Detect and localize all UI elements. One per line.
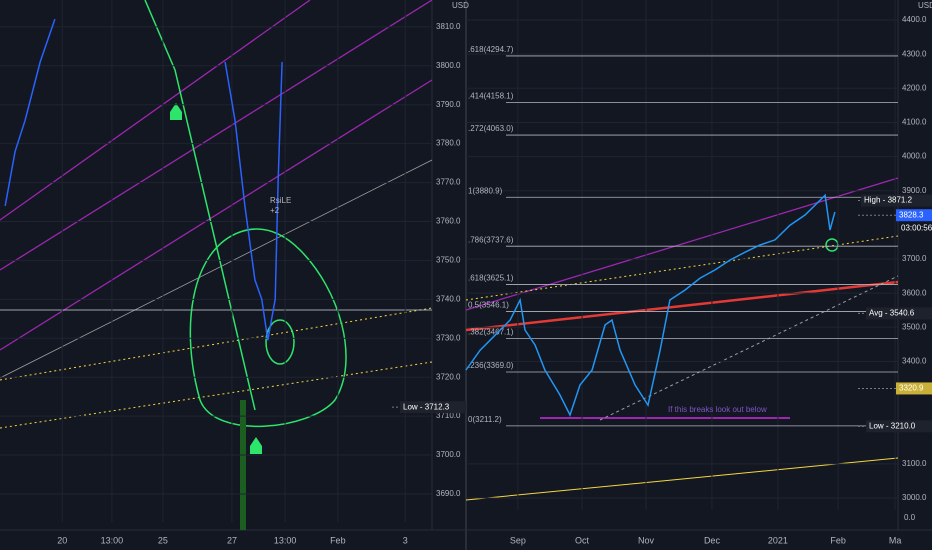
annotation: If this breaks look out below xyxy=(668,405,767,414)
y-tick-label: 3700.0 xyxy=(902,254,927,263)
y-tick-label: 3000.0 xyxy=(902,493,927,502)
circle-drawing xyxy=(265,319,295,365)
y-tick-label: 4100.0 xyxy=(902,118,927,127)
price-line xyxy=(465,193,836,417)
axis-unit: USD xyxy=(918,1,932,10)
fib-label: .272(4063.0) xyxy=(468,124,514,133)
price-label: High - 3871.2 xyxy=(864,196,913,205)
x-tick-label: 13:00 xyxy=(274,535,297,545)
x-tick-label: Nov xyxy=(638,535,655,545)
trend-line xyxy=(0,159,433,379)
y-tick-label: 3760.0 xyxy=(436,217,461,226)
y-tick-label: 3900.0 xyxy=(902,186,927,195)
y-tick-label: 3810.0 xyxy=(436,22,461,31)
x-tick-label: 3 xyxy=(403,535,408,545)
y-tick-label: 3750.0 xyxy=(436,256,461,265)
countdown: 03:00:56 xyxy=(901,223,932,232)
price-label: 3828.3 xyxy=(899,210,924,219)
y-tick-label: 3500.0 xyxy=(902,322,927,331)
y-tick-label: 3400.0 xyxy=(902,357,927,366)
fib-label: .618(4294.7) xyxy=(468,45,514,54)
x-tick-label: Ma xyxy=(889,535,902,545)
annotation: RsiLE xyxy=(270,196,291,205)
y-tick-label: 3780.0 xyxy=(436,139,461,148)
price-label: Low - 3712.3 xyxy=(403,402,450,411)
highlight-bar xyxy=(240,400,246,530)
circle-drawing xyxy=(189,228,347,427)
y-tick-label: 3740.0 xyxy=(436,294,461,303)
trend-line xyxy=(465,457,899,501)
trend-line xyxy=(0,79,433,351)
fib-label: .382(3467.1) xyxy=(468,328,514,337)
y-tick-label: 3730.0 xyxy=(436,333,461,342)
x-tick-label: 13:00 xyxy=(101,535,124,545)
x-tick-label: 20 xyxy=(57,535,67,545)
fib-label: .414(4158.1) xyxy=(468,92,514,101)
axis-unit: USD xyxy=(452,1,469,10)
annotation: +2 xyxy=(270,206,280,215)
fib-label: 1(3880.9) xyxy=(468,186,503,195)
fib-label: 0(3211.2) xyxy=(468,415,502,424)
trend-line xyxy=(0,0,311,221)
price-line xyxy=(4,18,283,341)
y-tick-label: 3790.0 xyxy=(436,100,461,109)
x-tick-label: 2021 xyxy=(768,535,788,545)
x-tick-label: 25 xyxy=(158,535,168,545)
zigzag xyxy=(144,0,256,411)
price-label-box xyxy=(400,401,466,414)
price-label-box xyxy=(896,382,932,395)
y-tick-label: 4000.0 xyxy=(902,152,927,161)
y-tick-label: 4200.0 xyxy=(902,83,927,92)
trend-line xyxy=(465,280,899,332)
indicator-tick-label: 0.0 xyxy=(904,513,916,522)
arrow-up xyxy=(170,103,182,120)
x-tick-label: Dec xyxy=(704,535,721,545)
x-tick-label: Feb xyxy=(330,535,346,545)
x-tick-label: Oct xyxy=(575,535,590,545)
trend-line xyxy=(0,0,433,271)
y-tick-label: 3600.0 xyxy=(902,288,927,297)
y-tick-label: 3100.0 xyxy=(902,459,927,468)
arrow-up xyxy=(250,437,262,454)
price-label-box xyxy=(861,194,932,207)
y-tick-label: 4400.0 xyxy=(902,15,927,24)
y-tick-label: 3770.0 xyxy=(436,178,461,187)
fib-label: .618(3625.1) xyxy=(468,274,514,283)
y-tick-label: 3700.0 xyxy=(436,450,461,459)
price-label-box xyxy=(866,420,932,433)
y-tick-label: 4300.0 xyxy=(902,49,927,58)
y-tick-label: 3690.0 xyxy=(436,489,461,498)
y-tick-label: 3720.0 xyxy=(436,372,461,381)
x-tick-label: Sep xyxy=(510,535,526,545)
price-label: Low - 3210.0 xyxy=(869,421,916,430)
price-label-box xyxy=(896,209,932,222)
price-label: Avg - 3540.6 xyxy=(869,309,915,318)
fib-label: .786(3737.6) xyxy=(468,235,514,244)
fib-label: .236(3369.0) xyxy=(468,361,514,370)
price-label-box xyxy=(866,307,932,320)
y-tick-label: 3710.0 xyxy=(436,411,461,420)
y-tick-label: 3800.0 xyxy=(436,61,461,70)
x-tick-label: 27 xyxy=(227,535,237,545)
price-label: 3320.9 xyxy=(899,384,924,393)
fib-label: 0.5(3546.1) xyxy=(468,301,509,310)
x-tick-label: Feb xyxy=(830,535,846,545)
